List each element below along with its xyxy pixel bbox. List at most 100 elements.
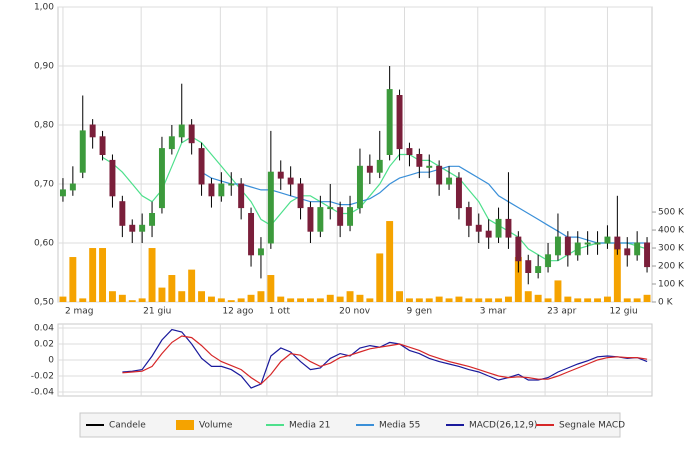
candle-body <box>228 183 235 186</box>
y2-tick-label: 300 K <box>658 244 685 254</box>
y-tick-label: 0.04 <box>34 324 54 334</box>
candle-body <box>158 148 165 209</box>
volume-bar <box>465 298 473 302</box>
candle-body <box>218 183 225 197</box>
candle-body <box>178 124 185 138</box>
volume-bar <box>376 253 384 302</box>
y2-tick-label: 200 K <box>658 262 685 272</box>
macd-line <box>122 335 648 385</box>
legend-swatch <box>176 420 194 430</box>
x-tick-label: 3 mar <box>480 307 507 317</box>
y-tick-label: -0.02 <box>31 372 54 382</box>
volume-bar <box>59 296 67 302</box>
volume-bar <box>564 296 572 302</box>
candle-body <box>406 148 413 156</box>
candle-body <box>89 124 96 138</box>
candle-body <box>327 207 334 210</box>
volume-bar <box>336 296 344 302</box>
candle-body <box>248 213 255 256</box>
moving-average-line <box>201 165 648 244</box>
candle-body <box>545 254 552 268</box>
volume-bar <box>435 296 443 302</box>
candle-body <box>604 236 611 244</box>
candle-body <box>584 242 591 245</box>
candle-body <box>366 165 373 173</box>
candle-body <box>554 236 561 256</box>
legend-label: MACD(26,12,9) <box>469 421 537 431</box>
volume-bar <box>306 298 314 302</box>
volume-bar <box>495 298 503 302</box>
volume-bar <box>277 296 285 302</box>
x-tick-label: 12 giu <box>609 307 637 317</box>
volume-bar <box>445 298 453 302</box>
x-tick-label: 9 gen <box>407 307 433 317</box>
volume-bar <box>326 294 334 302</box>
x-tick-label: 21 giu <box>143 307 171 317</box>
candle-body <box>505 218 512 238</box>
candle-body <box>347 207 354 226</box>
x-tick-label: 23 apr <box>547 307 577 317</box>
volume-bar <box>99 248 107 302</box>
volume-bar <box>554 280 562 302</box>
candle-body <box>287 177 294 185</box>
volume-bar <box>138 298 146 302</box>
candle-body <box>119 201 126 226</box>
volume-bar <box>534 294 542 302</box>
y-tick-label: 1,00 <box>34 3 54 13</box>
candle-body <box>446 177 453 185</box>
candle-body <box>495 218 502 238</box>
volume-bar <box>643 294 651 302</box>
y2-tick-label: 0 K <box>658 298 674 308</box>
candle-body <box>238 183 245 209</box>
x-tick-label: 2 mag <box>65 307 94 317</box>
candle-body <box>337 207 344 226</box>
volume-bar <box>178 291 186 302</box>
y-tick-label: -0.04 <box>31 388 55 398</box>
candle-body <box>634 242 641 256</box>
volume-bar <box>207 296 215 302</box>
candle-body <box>267 171 274 244</box>
y-tick-label: 0.02 <box>34 340 54 350</box>
volume-bar <box>524 291 532 302</box>
candle-body <box>515 236 522 262</box>
volume-bar <box>128 300 136 302</box>
legend-label: Media 55 <box>379 421 420 431</box>
candle-body <box>416 154 423 167</box>
volume-bar <box>267 275 275 302</box>
x-tick-label: 1 ott <box>269 307 291 317</box>
candle-body <box>436 165 443 185</box>
candle-body <box>644 242 651 268</box>
volume-bar <box>346 291 354 302</box>
candle-body <box>535 266 542 274</box>
candle-body <box>475 224 482 232</box>
y2-tick-label: 500 K <box>658 208 685 218</box>
y-tick-label: 0,50 <box>34 298 54 308</box>
volume-bar <box>623 298 631 302</box>
candle-body <box>594 242 601 245</box>
candle-body <box>624 248 631 256</box>
candle-body <box>376 159 383 173</box>
volume-bar <box>425 298 433 302</box>
candle-body <box>188 124 195 144</box>
candle-body <box>79 130 86 173</box>
volume-bar <box>485 298 493 302</box>
candle-body <box>574 242 581 256</box>
candle-body <box>109 159 116 197</box>
y-tick-label: 0,70 <box>34 180 54 190</box>
candle-body <box>277 171 284 179</box>
volume-bar <box>366 298 374 302</box>
candle-body <box>198 148 205 185</box>
y2-tick-label: 400 K <box>658 226 685 236</box>
y-tick-label: 0,60 <box>34 239 54 249</box>
volume-bar <box>316 298 324 302</box>
volume-bar <box>217 298 225 302</box>
volume-bar <box>584 298 592 302</box>
volume-bar <box>257 291 265 302</box>
legend-label: Volume <box>199 421 233 431</box>
x-tick-label: 12 ago <box>222 307 254 317</box>
candle-body <box>149 213 156 226</box>
candle-body <box>129 224 136 232</box>
volume-bar <box>613 242 621 302</box>
volume-bar <box>108 291 116 302</box>
volume-bar <box>247 294 255 302</box>
